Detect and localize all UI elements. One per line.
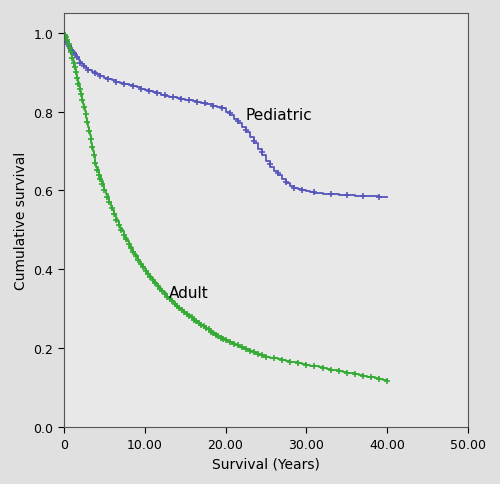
Text: Pediatric: Pediatric [246, 108, 312, 123]
Text: Adult: Adult [169, 286, 208, 301]
X-axis label: Survival (Years): Survival (Years) [212, 456, 320, 470]
Y-axis label: Cumulative survival: Cumulative survival [14, 151, 28, 289]
